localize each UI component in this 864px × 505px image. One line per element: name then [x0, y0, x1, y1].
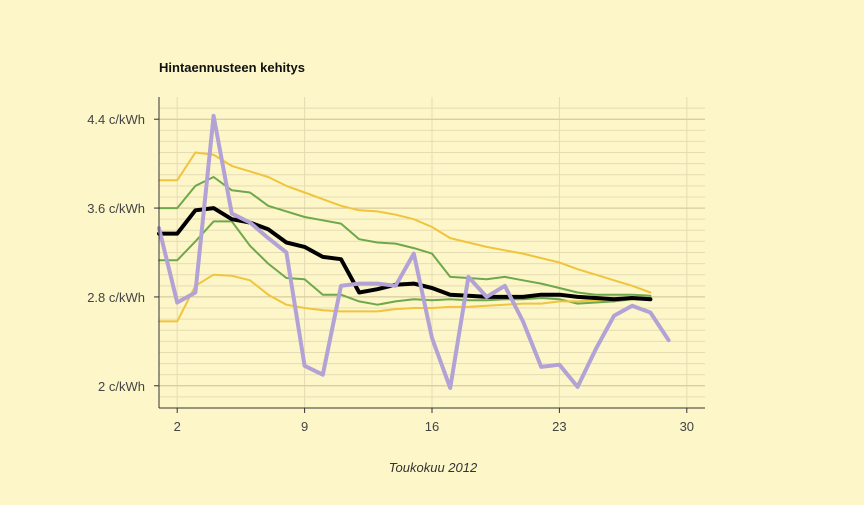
- axes: 2 9 16 23 30 2 c/kWh 2.8 c/kWh 3.6 c/kWh 4.4 c/k…: [87, 97, 705, 434]
- x-tick-label: 23: [552, 419, 566, 434]
- series-group: [157, 113, 671, 390]
- y-tick-label: 2.8 c/kWh: [87, 290, 145, 305]
- x-axis-label: Toukokuu 2012: [389, 460, 478, 475]
- series-line-forecast: [157, 206, 653, 302]
- x-tick-label: 2: [174, 419, 181, 434]
- chart-title: Hintaennusteen kehitys: [159, 60, 305, 75]
- grid: [159, 97, 705, 408]
- x-tick-label: 30: [680, 419, 694, 434]
- x-tick-label: 9: [301, 419, 308, 434]
- series-line-outer-lower: [158, 273, 652, 323]
- y-tick-label: 2 c/kWh: [98, 379, 145, 394]
- series-line-actual: [157, 113, 671, 390]
- series-line-outer-upper: [158, 151, 652, 294]
- y-tick-label: 3.6 c/kWh: [87, 201, 145, 216]
- series-line-inner-upper: [158, 176, 652, 297]
- x-tick-label: 16: [425, 419, 439, 434]
- y-tick-label: 4.4 c/kWh: [87, 112, 145, 127]
